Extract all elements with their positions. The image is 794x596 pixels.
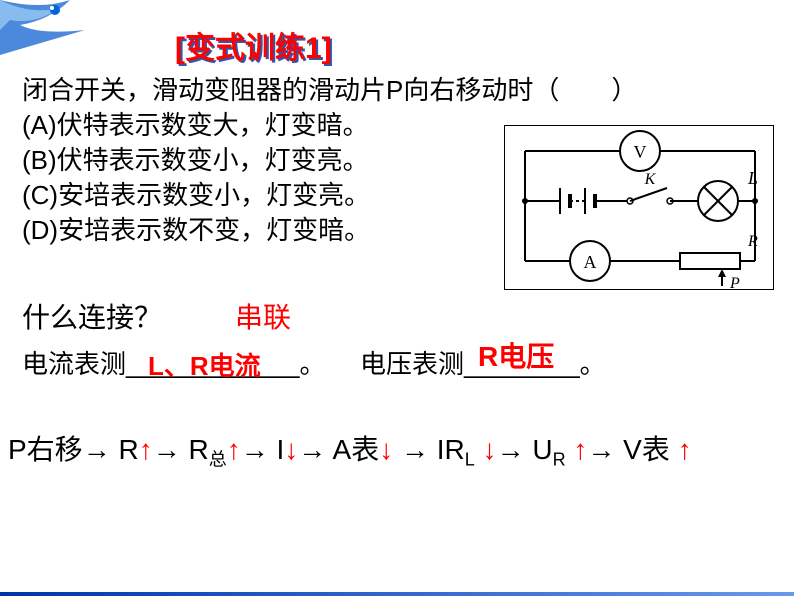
voltmeter-answer: R电压	[478, 335, 554, 375]
svg-text:P: P	[729, 275, 740, 291]
step-v: V表	[623, 434, 670, 465]
circuit-diagram: V K L A R	[504, 125, 774, 290]
ammeter-answer: L、R电流	[148, 346, 261, 383]
step-rtotal: R总	[188, 434, 226, 465]
svg-text:K: K	[644, 171, 657, 188]
step-p: P右移	[8, 434, 83, 465]
question-stem: 闭合开关，滑动变阻器的滑动片P向右移动时（ ）	[22, 73, 637, 108]
svg-text:R: R	[747, 233, 758, 250]
title: [变式训练1]	[175, 23, 332, 67]
svg-text:L: L	[747, 168, 758, 188]
step-a: A表	[333, 434, 380, 465]
footer-line	[0, 592, 794, 596]
step-irl: IRL	[437, 434, 475, 465]
connection-answer: 串联	[235, 296, 291, 336]
step-ur: UR	[532, 434, 565, 465]
connection-question: 什么连接？	[22, 296, 162, 336]
voltmeter-label: V	[634, 142, 647, 162]
svg-text:A: A	[584, 252, 597, 272]
logo-corner	[0, 0, 90, 55]
analysis-chain: P右移→ R↑→ R总↑→ I↓→ A表↓ → IRL ↓→ UR ↑→ V表 …	[8, 428, 692, 472]
step-r: R	[118, 434, 138, 465]
